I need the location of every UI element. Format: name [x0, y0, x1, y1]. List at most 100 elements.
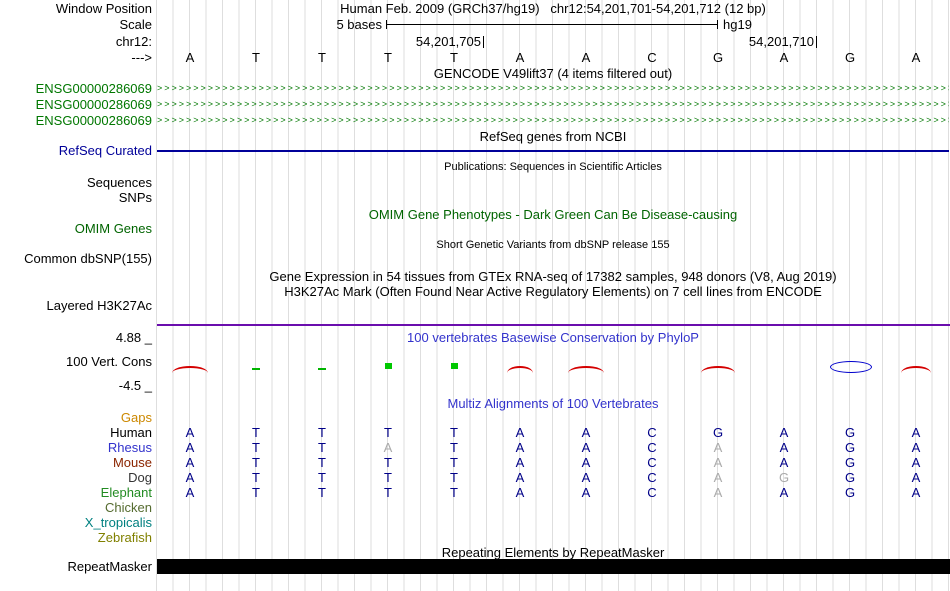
sequence-row: ---> A T T T T A A C G A G A — [0, 50, 950, 65]
gencode-title[interactable]: GENCODE V49lift37 (4 items filtered out) — [433, 66, 673, 81]
repeatmasker-element-bar[interactable] — [157, 559, 950, 574]
omim-genes-row: OMIM Genes — [0, 221, 950, 236]
scale-value: 5 bases — [336, 17, 382, 32]
species-label[interactable]: Zebrafish — [97, 530, 152, 545]
aligned-base: T — [384, 470, 392, 485]
h3k27ac-title[interactable]: H3K27Ac Mark (Often Found Near Active Re… — [284, 284, 822, 299]
base-letter: G — [844, 50, 856, 65]
transcript-arrow-line[interactable]: >>>>>>>>>>>>>>>>>>>>>>>>>>>>>>>>>>>>>>>>… — [157, 99, 949, 109]
aligned-base: T — [318, 440, 326, 455]
h3k27ac-title-row: H3K27Ac Mark (Often Found Near Active Re… — [0, 284, 950, 299]
base-letter: T — [450, 50, 458, 65]
multiz-title-row: Multiz Alignments of 100 Vertebrates — [0, 396, 950, 411]
multiz-alignment-rows: Human A T T T T A A C G A G A Rhesus A T T A T A A C A A G A Mouse… — [0, 425, 950, 545]
aligned-base: T — [252, 470, 260, 485]
phylop-min-row: -4.5 _ — [0, 378, 950, 393]
scale-label: Scale — [119, 17, 152, 32]
aligned-base: A — [911, 470, 921, 485]
alignment-row-elephant: Elephant A T T T T A A C A A G A — [0, 485, 950, 500]
gridlines — [156, 0, 950, 591]
phylop-track-label[interactable]: 100 Vert. Cons — [66, 354, 152, 369]
publications-title-row: Publications: Sequences in Scientific Ar… — [0, 160, 950, 175]
refseq-title-row: RefSeq genes from NCBI — [0, 129, 950, 144]
aligned-base: G — [844, 485, 856, 500]
species-label[interactable]: Elephant — [100, 485, 152, 500]
coordinate-left: 54,201,705 — [415, 34, 481, 49]
aligned-base: A — [779, 485, 789, 500]
transcript-label[interactable]: ENSG00000286069 — [35, 97, 152, 112]
alignment-row-x_tropicalis: X_tropicalis — [0, 515, 950, 530]
aligned-base: T — [450, 455, 458, 470]
aligned-base: A — [581, 455, 591, 470]
base-letter: T — [384, 50, 392, 65]
gaps-label[interactable]: Gaps — [120, 410, 152, 425]
alignment-row-zebrafish: Zebrafish — [0, 530, 950, 545]
transcript-label[interactable]: ENSG00000286069 — [35, 113, 152, 128]
species-label[interactable]: Human — [110, 425, 152, 440]
repeatmasker-title[interactable]: Repeating Elements by RepeatMasker — [441, 545, 665, 560]
phylop-label-row: 100 Vert. Cons — [0, 354, 950, 369]
aligned-base: A — [713, 485, 723, 500]
refseq-title[interactable]: RefSeq genes from NCBI — [479, 129, 627, 144]
assembly-label: hg19 — [723, 17, 752, 32]
phylop-title[interactable]: 100 vertebrates Basewise Conservation by… — [407, 330, 699, 345]
aligned-base: A — [779, 425, 789, 440]
transcript-arrow-line[interactable]: >>>>>>>>>>>>>>>>>>>>>>>>>>>>>>>>>>>>>>>>… — [157, 83, 949, 93]
aligned-base: A — [581, 425, 591, 440]
gtex-title[interactable]: Gene Expression in 54 tissues from GTEx … — [269, 269, 837, 284]
publications-title[interactable]: Publications: Sequences in Scientific Ar… — [444, 161, 662, 173]
transcript-row: ENSG00000286069 >>>>>>>>>>>>>>>>>>>>>>>>… — [0, 81, 950, 96]
aligned-base: A — [581, 470, 591, 485]
omim-title[interactable]: OMIM Gene Phenotypes - Dark Green Can Be… — [368, 207, 738, 222]
omim-genes-label[interactable]: OMIM Genes — [74, 221, 152, 236]
h3k27ac-baseline[interactable] — [157, 324, 950, 326]
base-letter: A — [779, 50, 789, 65]
h3k27ac-label[interactable]: Layered H3K27Ac — [46, 298, 152, 313]
aligned-base: T — [450, 470, 458, 485]
window-position-label: Window Position — [55, 1, 152, 16]
aligned-base: T — [252, 455, 260, 470]
transcript-arrow-line[interactable]: >>>>>>>>>>>>>>>>>>>>>>>>>>>>>>>>>>>>>>>>… — [157, 115, 949, 125]
species-label[interactable]: Dog — [128, 470, 152, 485]
aligned-base: A — [713, 470, 723, 485]
sequences-label[interactable]: Sequences — [86, 175, 152, 190]
species-label[interactable]: Mouse — [112, 455, 152, 470]
repeatmasker-label[interactable]: RepeatMasker — [67, 559, 152, 574]
h3k27ac-row: Layered H3K27Ac — [0, 298, 950, 313]
base-letter: A — [185, 50, 195, 65]
alignment-row-mouse: Mouse A T T T T A A C A A G A — [0, 455, 950, 470]
aligned-base: C — [647, 425, 657, 440]
aligned-base: A — [185, 455, 195, 470]
species-label[interactable]: Rhesus — [107, 440, 152, 455]
aligned-base: A — [185, 470, 195, 485]
coordinate-right: 54,201,710 — [748, 34, 814, 49]
aligned-base: G — [844, 440, 856, 455]
aligned-base: G — [778, 470, 790, 485]
multiz-title[interactable]: Multiz Alignments of 100 Vertebrates — [447, 396, 659, 411]
aligned-base: T — [318, 425, 326, 440]
gaps-row: Gaps — [0, 410, 950, 425]
base-letter: T — [318, 50, 326, 65]
aligned-base: A — [911, 485, 921, 500]
transcript-label[interactable]: ENSG00000286069 — [35, 81, 152, 96]
dbsnp-label[interactable]: Common dbSNP(155) — [24, 251, 152, 266]
dbsnp-title[interactable]: Short Genetic Variants from dbSNP releas… — [436, 239, 670, 251]
refseq-gene-line[interactable] — [157, 150, 949, 152]
snps-label[interactable]: SNPs — [118, 190, 152, 205]
refseq-curated-label[interactable]: RefSeq Curated — [58, 143, 152, 158]
scale-row: Scale 5 bases hg19 — [0, 17, 950, 32]
base-letter: C — [647, 50, 657, 65]
chrom-label: chr12: — [115, 34, 152, 49]
species-label[interactable]: Chicken — [105, 500, 152, 515]
aligned-base: A — [911, 425, 921, 440]
base-letter: A — [911, 50, 921, 65]
base-letter: T — [252, 50, 260, 65]
species-label[interactable]: X_tropicalis — [84, 515, 152, 530]
